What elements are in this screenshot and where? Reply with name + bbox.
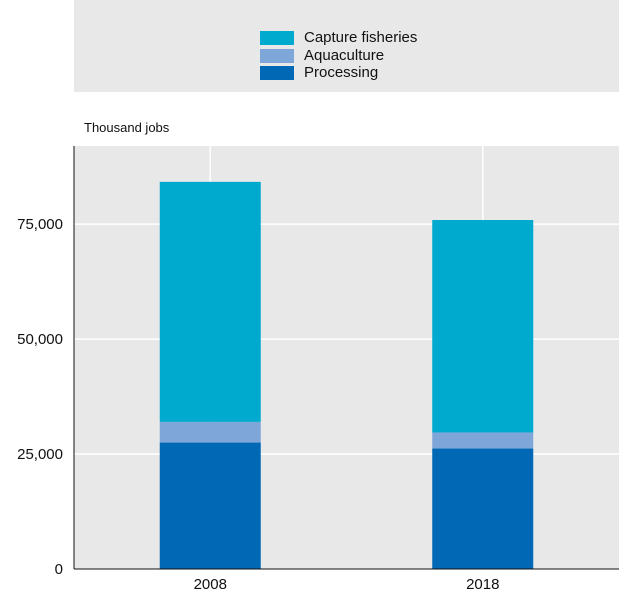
legend-swatch-capture-fisheries [260, 30, 294, 45]
bar-processing-2008 [159, 442, 261, 569]
bar-capture-fisheries-2018 [432, 220, 534, 433]
y-tick-label-1: 25,000 [17, 446, 63, 463]
y-tick-label-2: 50,000 [17, 331, 63, 348]
legend-label-processing: Processing [304, 64, 379, 81]
bar-capture-fisheries-2008 [159, 181, 261, 422]
bar-aquaculture-2018 [432, 432, 534, 449]
legend-item-aquaculture: Aquaculture [260, 47, 384, 64]
bar-processing-2018 [432, 448, 534, 569]
y-tick-label-0: 0 [55, 561, 63, 578]
bar-aquaculture-2008 [159, 421, 261, 443]
plot-background [74, 146, 619, 569]
x-tick-label-2008: 2008 [194, 576, 227, 592]
legend-item-processing: Processing [260, 64, 378, 81]
y-tick-label-3: 75,000 [17, 216, 63, 233]
legend: Capture fisheries Aquaculture Processing [74, 0, 619, 92]
legend-swatch-processing [260, 65, 294, 80]
legend-swatch-aquaculture [260, 48, 294, 63]
y-axis-unit-label: Thousand jobs [84, 120, 170, 135]
legend-label-capture-fisheries: Capture fisheries [304, 29, 418, 46]
x-tick-label-2018: 2018 [466, 576, 499, 592]
legend-label-aquaculture: Aquaculture [304, 47, 385, 64]
legend-item-capture-fisheries: Capture fisheries [260, 29, 417, 46]
